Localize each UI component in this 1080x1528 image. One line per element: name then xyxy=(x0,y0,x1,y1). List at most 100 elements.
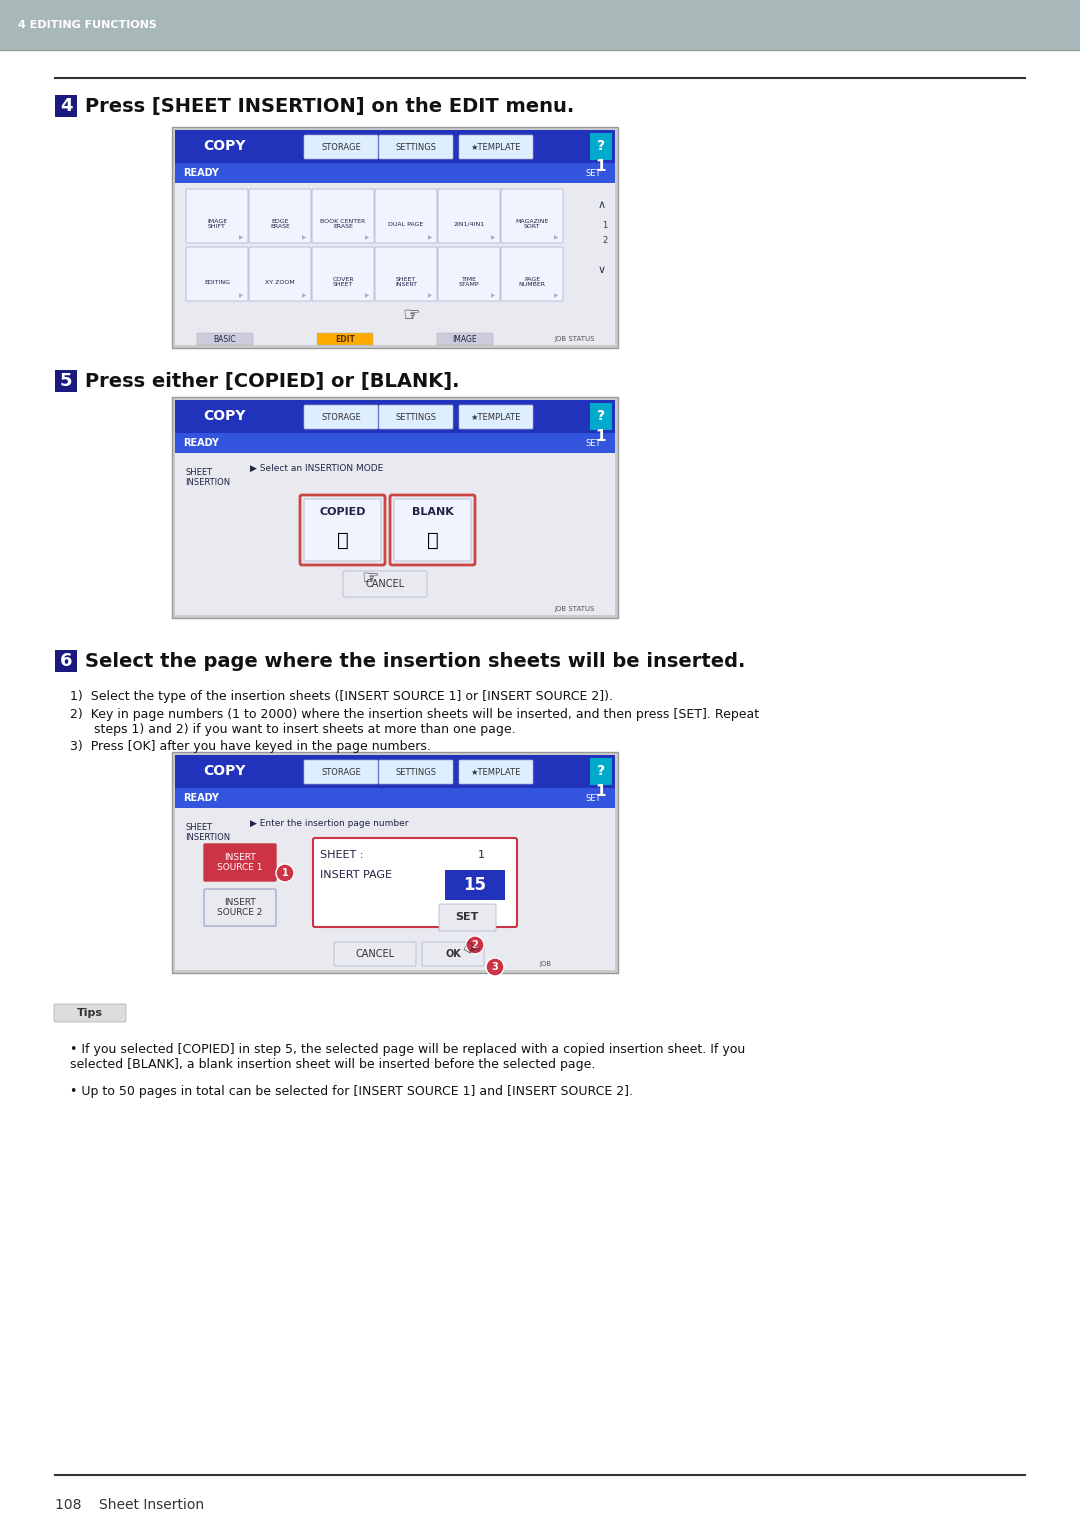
Circle shape xyxy=(486,958,504,976)
Text: 3)  Press [OK] after you have keyed in the page numbers.: 3) Press [OK] after you have keyed in th… xyxy=(70,740,431,753)
FancyBboxPatch shape xyxy=(249,248,311,301)
Text: ∨: ∨ xyxy=(598,264,606,275)
Text: 108    Sheet Insertion: 108 Sheet Insertion xyxy=(55,1497,204,1513)
Text: 1: 1 xyxy=(595,784,606,799)
Text: SHEET :: SHEET : xyxy=(320,850,363,860)
Text: BOOK CENTER
ERASE: BOOK CENTER ERASE xyxy=(321,219,366,229)
FancyBboxPatch shape xyxy=(204,889,276,926)
Text: 4: 4 xyxy=(59,96,72,115)
Text: SETTINGS: SETTINGS xyxy=(395,767,436,776)
Text: ?: ? xyxy=(597,410,605,423)
Bar xyxy=(197,333,253,345)
FancyBboxPatch shape xyxy=(334,941,416,966)
Bar xyxy=(590,403,612,429)
Text: IMAGE: IMAGE xyxy=(453,335,477,344)
Text: OK: OK xyxy=(445,949,461,960)
Text: XY ZOOM: XY ZOOM xyxy=(265,280,295,284)
Text: PAGE
NUMBER: PAGE NUMBER xyxy=(518,277,545,287)
Text: BASIC: BASIC xyxy=(214,335,237,344)
FancyBboxPatch shape xyxy=(303,759,378,784)
Bar xyxy=(172,397,618,617)
Text: EDGE
ERASE: EDGE ERASE xyxy=(270,219,289,229)
FancyBboxPatch shape xyxy=(394,500,471,561)
Bar xyxy=(175,788,615,808)
Text: 1: 1 xyxy=(282,868,288,879)
Text: Press either [COPIED] or [BLANK].: Press either [COPIED] or [BLANK]. xyxy=(85,371,459,391)
Text: ▶: ▶ xyxy=(554,293,558,298)
Text: IMAGE
SHIFT: IMAGE SHIFT xyxy=(207,219,227,229)
FancyBboxPatch shape xyxy=(459,759,534,784)
FancyBboxPatch shape xyxy=(303,500,381,561)
Text: EDITING: EDITING xyxy=(204,280,230,284)
Text: COPY: COPY xyxy=(203,139,245,153)
Text: MAGAZINE
SORT: MAGAZINE SORT xyxy=(515,219,549,229)
FancyBboxPatch shape xyxy=(303,405,378,429)
FancyBboxPatch shape xyxy=(249,189,311,243)
Text: 2: 2 xyxy=(472,940,478,950)
FancyBboxPatch shape xyxy=(343,571,427,597)
Text: Tips: Tips xyxy=(77,1008,103,1018)
Text: ?: ? xyxy=(597,139,605,153)
Text: STORAGE: STORAGE xyxy=(321,413,361,422)
FancyBboxPatch shape xyxy=(186,248,248,301)
FancyBboxPatch shape xyxy=(186,189,248,243)
Text: • If you selected [COPIED] in step 5, the selected page will be replaced with a : • If you selected [COPIED] in step 5, th… xyxy=(70,1044,745,1071)
Text: INSERT PAGE: INSERT PAGE xyxy=(320,869,392,880)
Text: JOB: JOB xyxy=(539,961,551,967)
Text: 1: 1 xyxy=(603,220,608,229)
Text: 1: 1 xyxy=(595,159,606,174)
Text: ★TEMPLATE: ★TEMPLATE xyxy=(471,413,522,422)
Text: DUAL PAGE: DUAL PAGE xyxy=(389,222,423,226)
FancyBboxPatch shape xyxy=(459,405,534,429)
Text: ☞: ☞ xyxy=(402,306,420,324)
Text: STORAGE: STORAGE xyxy=(321,767,361,776)
Text: Select the page where the insertion sheets will be inserted.: Select the page where the insertion shee… xyxy=(85,651,745,671)
Text: READY: READY xyxy=(183,168,219,177)
FancyBboxPatch shape xyxy=(312,189,374,243)
FancyBboxPatch shape xyxy=(438,189,500,243)
Text: COPIED: COPIED xyxy=(320,507,366,516)
FancyBboxPatch shape xyxy=(55,370,77,393)
Text: 2: 2 xyxy=(603,235,608,244)
FancyBboxPatch shape xyxy=(303,134,378,159)
Text: ▶: ▶ xyxy=(239,293,243,298)
Text: SHEET
INSERTION: SHEET INSERTION xyxy=(185,824,230,842)
Text: ▶: ▶ xyxy=(554,235,558,240)
Bar xyxy=(172,127,618,348)
Text: JOB STATUS: JOB STATUS xyxy=(555,336,595,342)
Text: 2IN1/4IN1: 2IN1/4IN1 xyxy=(454,222,485,226)
Text: ★TEMPLATE: ★TEMPLATE xyxy=(471,142,522,151)
FancyBboxPatch shape xyxy=(459,134,534,159)
Text: SHEET
INSERT: SHEET INSERT xyxy=(395,277,417,287)
Text: SET: SET xyxy=(585,439,600,448)
Text: ▶: ▶ xyxy=(301,293,306,298)
Bar xyxy=(175,755,615,788)
Text: READY: READY xyxy=(183,439,219,448)
Text: ▶: ▶ xyxy=(301,235,306,240)
Text: ▶ Enter the insertion page number: ▶ Enter the insertion page number xyxy=(249,819,408,828)
Bar xyxy=(445,869,505,900)
Text: 15: 15 xyxy=(463,876,486,894)
FancyBboxPatch shape xyxy=(55,95,77,118)
Text: 5: 5 xyxy=(59,371,72,390)
Text: ?: ? xyxy=(597,764,605,778)
FancyBboxPatch shape xyxy=(375,189,437,243)
Bar xyxy=(0,0,1080,50)
Bar xyxy=(172,752,618,973)
FancyBboxPatch shape xyxy=(313,837,517,927)
Text: ☞: ☞ xyxy=(458,937,483,963)
Text: SET: SET xyxy=(585,793,600,802)
Bar xyxy=(175,400,615,614)
Bar xyxy=(175,130,615,163)
Text: SHEET
INSERTION: SHEET INSERTION xyxy=(185,468,230,487)
FancyBboxPatch shape xyxy=(379,134,453,159)
Text: INSERT
SOURCE 1: INSERT SOURCE 1 xyxy=(217,853,262,872)
Text: ▶: ▶ xyxy=(365,293,369,298)
FancyBboxPatch shape xyxy=(375,248,437,301)
FancyBboxPatch shape xyxy=(204,843,276,882)
Text: 1: 1 xyxy=(478,850,485,860)
Text: ☞: ☞ xyxy=(361,568,379,587)
FancyBboxPatch shape xyxy=(501,189,563,243)
Text: 📄: 📄 xyxy=(337,530,349,550)
Circle shape xyxy=(465,937,484,953)
